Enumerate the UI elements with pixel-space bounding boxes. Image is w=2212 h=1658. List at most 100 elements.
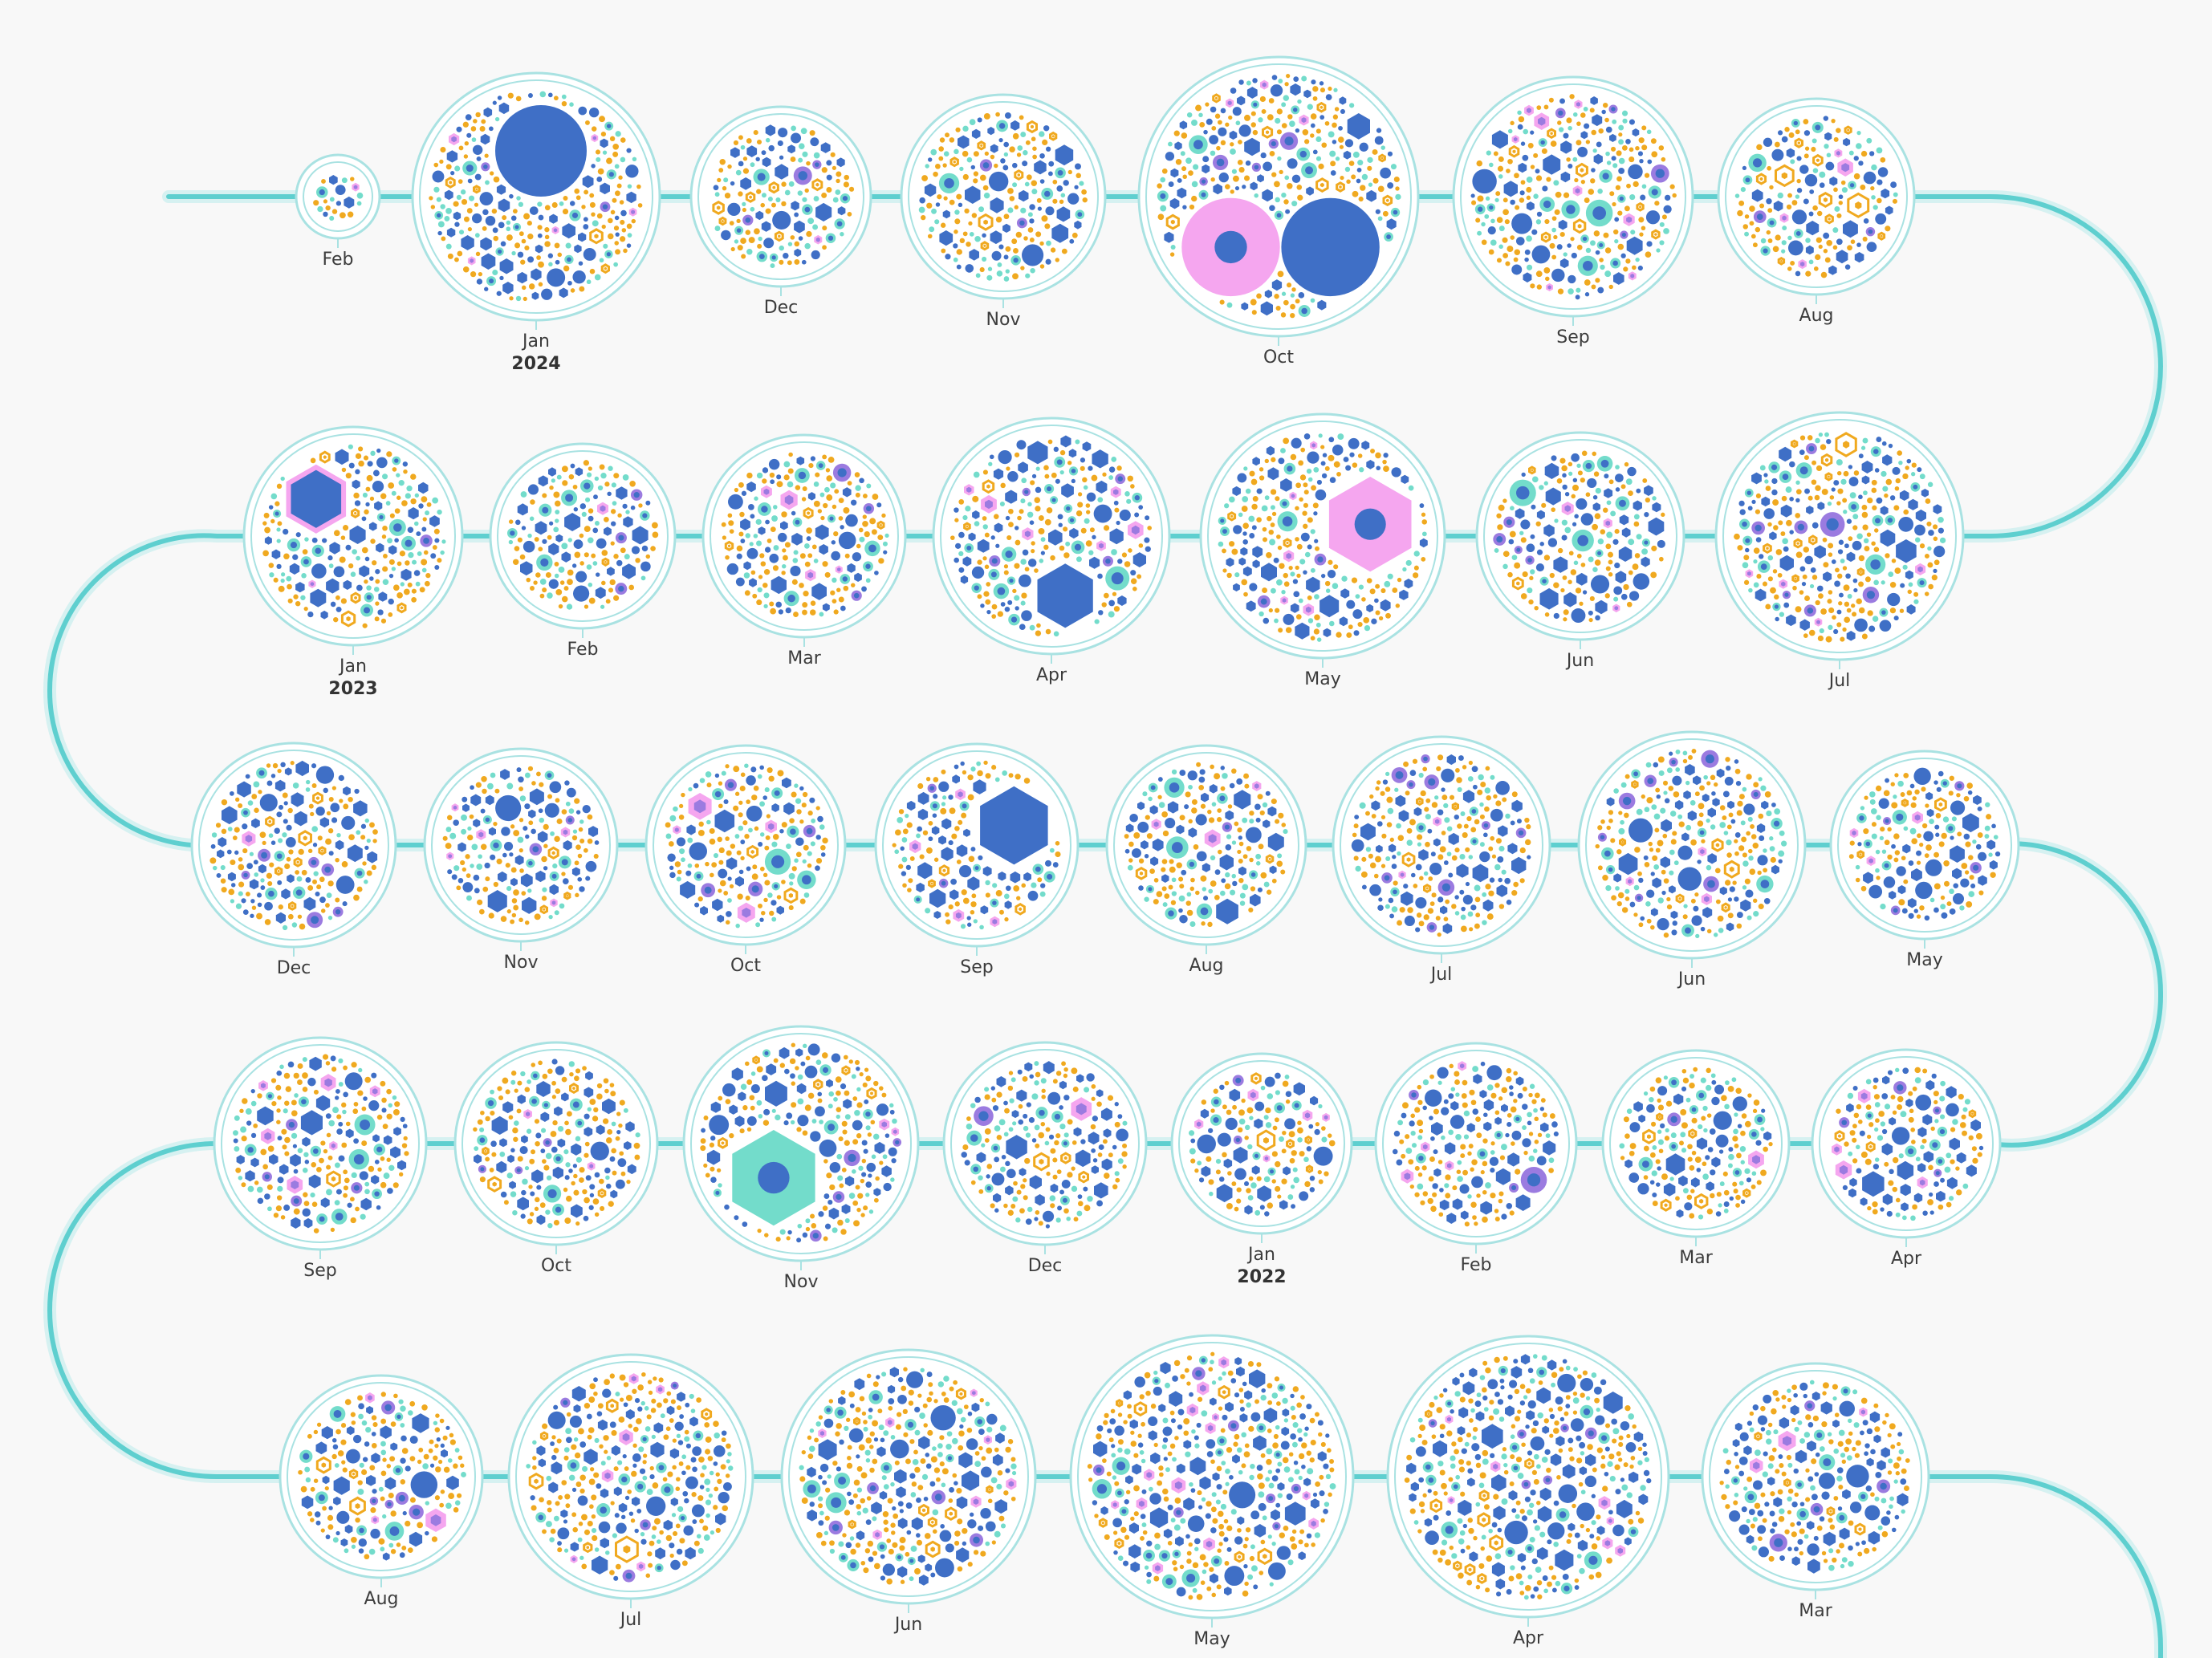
hex-item-core <box>693 799 706 814</box>
month-node-aug[interactable] <box>1717 97 1916 304</box>
hex-item <box>1989 859 1998 870</box>
dot-item <box>467 178 473 184</box>
circle-item <box>838 531 856 550</box>
dot-item <box>1742 860 1749 867</box>
hex-item <box>1674 800 1684 810</box>
dot-item <box>1856 143 1862 149</box>
dot-item <box>740 538 746 544</box>
month-node-aug[interactable] <box>1105 744 1307 954</box>
month-node-nov[interactable] <box>900 93 1107 308</box>
dot-item <box>998 138 1003 143</box>
dot-item <box>802 859 807 864</box>
month-node-may[interactable] <box>1829 750 2020 949</box>
hex-item <box>359 565 370 578</box>
month-node-dec[interactable] <box>190 742 397 957</box>
dot-item <box>822 454 827 460</box>
month-node-feb[interactable] <box>489 442 677 638</box>
month-node-jul[interactable] <box>1714 411 1965 669</box>
circle-item <box>1950 800 1966 815</box>
dot-item <box>541 855 547 863</box>
hex-item-core <box>1800 262 1805 267</box>
dot-item <box>620 137 626 143</box>
dot-item <box>1910 802 1917 808</box>
dot-item <box>1387 151 1393 156</box>
dot-item <box>525 834 530 839</box>
month-node-jun[interactable] <box>1577 730 1807 968</box>
month-node-dec[interactable] <box>689 105 872 296</box>
month-node-sep[interactable] <box>1452 75 1694 326</box>
dot-item <box>1138 505 1144 510</box>
circle-item <box>1086 492 1096 502</box>
hex-outline-core <box>815 182 819 187</box>
month-node-jan-2024[interactable] <box>411 71 661 330</box>
dot-item <box>1333 87 1338 92</box>
ring-item-core <box>1746 490 1751 495</box>
month-node-feb[interactable] <box>295 153 381 248</box>
dot-item <box>1299 497 1303 502</box>
dot-item <box>257 1197 264 1205</box>
dot-item <box>1766 198 1772 205</box>
dot-item <box>991 614 997 619</box>
dot-item <box>745 230 751 235</box>
dot-item <box>272 762 279 769</box>
month-node-nov[interactable] <box>423 747 619 951</box>
dot-item <box>1781 240 1787 246</box>
dot-item <box>311 782 317 788</box>
dot-item <box>1283 829 1288 835</box>
hex-outline-core <box>1639 205 1641 209</box>
dot-item <box>1231 169 1237 174</box>
dot-item <box>535 572 541 578</box>
dot-item <box>544 234 550 240</box>
dot-item <box>1876 876 1881 880</box>
ring-item-core <box>1066 506 1071 511</box>
dot-item <box>1348 624 1353 630</box>
dot-item <box>1232 175 1239 182</box>
month-inner-ring <box>1207 421 1438 652</box>
dot-item <box>772 565 779 571</box>
dot-item <box>1606 500 1612 506</box>
dot-item <box>1669 811 1677 817</box>
dot-item <box>1608 810 1614 815</box>
month-node-oct[interactable] <box>644 744 847 954</box>
month-node-sep[interactable] <box>213 1036 428 1259</box>
dot-item <box>1357 160 1364 166</box>
month-node-jul[interactable] <box>1332 735 1551 963</box>
dot-item <box>282 924 288 931</box>
dot-item <box>611 482 616 488</box>
hex-item <box>1055 144 1074 166</box>
dot-item <box>572 484 578 490</box>
circle-item <box>1270 84 1283 97</box>
dot-item <box>1629 147 1634 152</box>
month-node-jun[interactable] <box>1475 431 1685 649</box>
dot-item <box>254 872 259 877</box>
dot-item <box>282 792 288 799</box>
month-node-jan-2023[interactable] <box>242 425 464 655</box>
month-node-oct[interactable] <box>1137 55 1420 346</box>
dot-item <box>595 149 601 155</box>
dot-item <box>1632 563 1639 571</box>
month-node-mar[interactable] <box>701 433 907 647</box>
month-node-may[interactable] <box>1199 412 1446 668</box>
ring-item-core <box>335 1213 344 1221</box>
dot-item <box>806 161 811 166</box>
month-node-apr[interactable] <box>932 417 1171 664</box>
dot-item <box>1397 920 1403 926</box>
dot-item <box>1375 583 1380 589</box>
dot-item <box>1554 209 1560 215</box>
hex-outline-core <box>1230 514 1234 518</box>
dot-item <box>283 553 290 560</box>
circle-item <box>1551 268 1565 282</box>
hex-item <box>1515 508 1525 519</box>
dot-item <box>1561 519 1568 526</box>
dot-item <box>1019 509 1024 514</box>
dot-item <box>1368 182 1373 187</box>
dot-item <box>1580 112 1586 118</box>
dot-item <box>1710 774 1716 781</box>
dot-item <box>771 900 777 906</box>
hex-item <box>1824 132 1832 141</box>
dot-item <box>1296 185 1303 190</box>
month-node-sep[interactable] <box>874 742 1080 956</box>
dot-item <box>345 473 352 479</box>
dot-item <box>1231 873 1237 879</box>
dot-item <box>1755 226 1761 233</box>
